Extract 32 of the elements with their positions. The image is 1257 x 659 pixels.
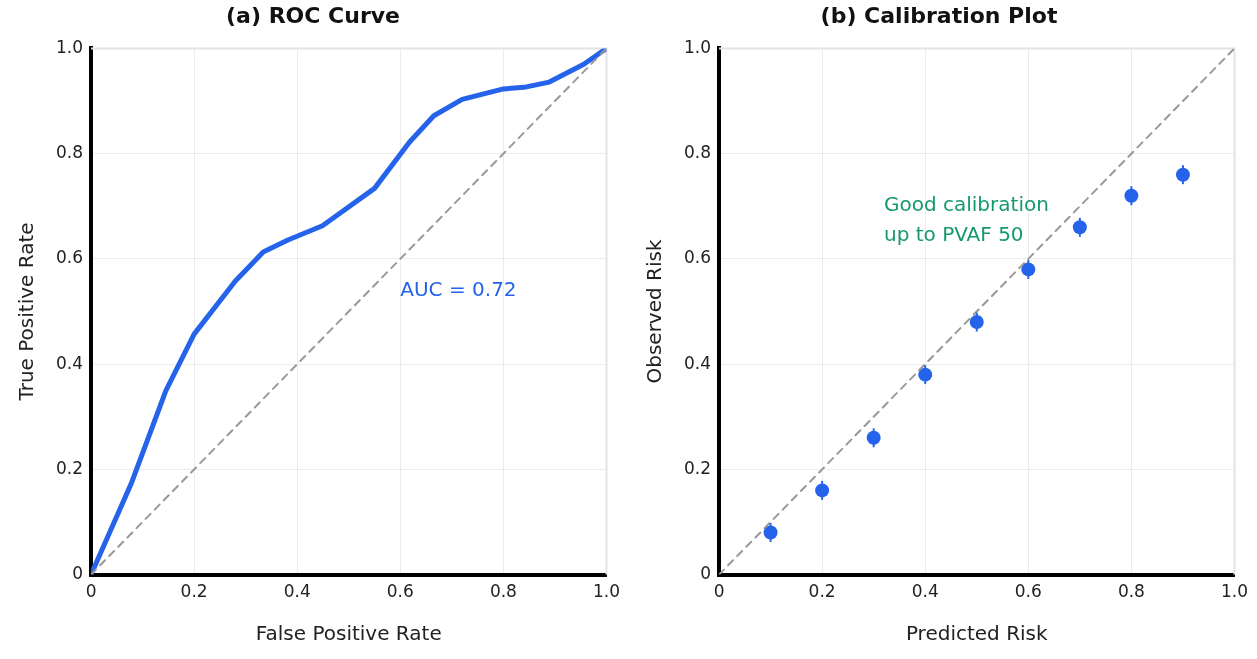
- x-axis-title: False Positive Rate: [255, 621, 442, 646]
- chart-title: (a) ROC Curve: [226, 2, 400, 28]
- x-tick-label: 1.0: [592, 581, 621, 602]
- y-tick-label: 0.6: [683, 247, 712, 268]
- chart-title: (b) Calibration Plot: [820, 2, 1058, 28]
- x-tick-label: 0.6: [1014, 581, 1042, 602]
- y-tick-label: 0.4: [683, 352, 712, 373]
- y-axis-title: Observed Risk: [642, 239, 667, 384]
- x-tick-label: 0.8: [489, 581, 517, 602]
- annotation: AUC = 0.72: [400, 276, 517, 301]
- x-tick-label: 0.2: [180, 581, 208, 602]
- x-tick-label: 1.0: [1220, 581, 1249, 602]
- y-tick-label: 0.4: [55, 352, 84, 373]
- x-tick-label: 0.2: [808, 581, 836, 602]
- x-tick-label: 0: [85, 581, 97, 602]
- x-tick-label: 0.4: [283, 581, 311, 602]
- y-tick-label: 0: [700, 563, 712, 584]
- x-tick-label: 0.6: [386, 581, 414, 602]
- x-tick-label: 0: [713, 581, 725, 602]
- y-axis-title: True Positive Rate: [14, 222, 39, 402]
- x-tick-label: 0.4: [911, 581, 939, 602]
- x-axis-title: Predicted Risk: [905, 621, 1049, 646]
- y-tick-label: 0.2: [683, 457, 712, 478]
- y-tick-label: 0.8: [683, 142, 712, 163]
- y-tick-label: 0.6: [55, 247, 84, 268]
- annotation: Good calibration up to PVAF 50: [883, 192, 1049, 247]
- y-tick-label: 0: [72, 563, 84, 584]
- y-tick-label: 0.8: [55, 142, 84, 163]
- y-tick-label: 0.2: [55, 457, 84, 478]
- x-tick-label: 0.8: [1117, 581, 1145, 602]
- y-tick-label: 1.0: [55, 36, 84, 57]
- y-tick-label: 1.0: [683, 36, 712, 57]
